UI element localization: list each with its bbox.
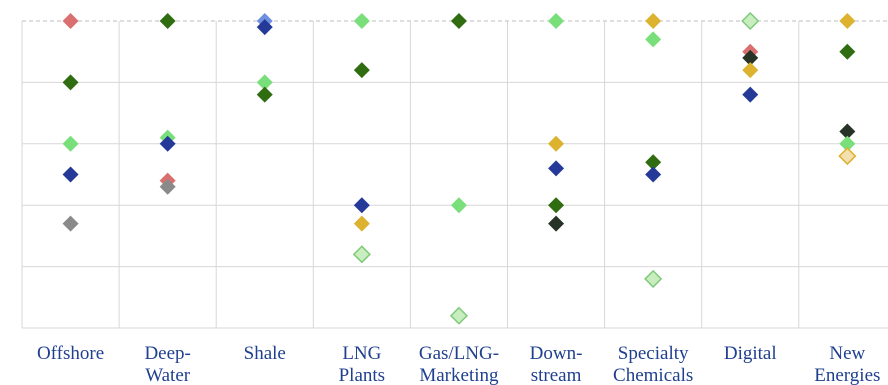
labels-layer: Offshore Deep-Water Shale LNG Plants Gas/LNG-…	[37, 343, 880, 385]
data-point-diamond	[353, 215, 370, 232]
data-point-diamond	[62, 166, 79, 183]
category-label-line: stream	[531, 365, 582, 385]
data-point-diamond	[645, 31, 662, 48]
data-point-diamond	[548, 160, 565, 177]
data-point-diamond	[450, 197, 467, 214]
data-point-diamond	[839, 123, 856, 140]
data-point-diamond	[548, 197, 565, 214]
data-point-diamond	[62, 13, 79, 29]
data-point-diamond	[644, 269, 663, 288]
data-point-diamond	[548, 215, 565, 232]
data-point-diamond	[62, 74, 79, 91]
category-label-line: Specialty	[618, 343, 689, 364]
data-point-diamond	[645, 13, 662, 29]
data-point-diamond	[353, 197, 370, 214]
category-label-line: Offshore	[37, 343, 104, 364]
category-label-line: LNG	[342, 343, 381, 364]
category-label: New Energies	[814, 343, 880, 385]
data-point-diamond	[645, 154, 662, 171]
category-label-line: Chemicals	[613, 365, 693, 385]
data-point-diamond	[159, 178, 176, 195]
data-point-diamond	[256, 19, 273, 36]
category-label: Offshore	[37, 343, 104, 364]
data-point-diamond	[256, 74, 273, 91]
data-point-diamond	[742, 86, 759, 103]
category-label-line: Deep-	[144, 343, 190, 364]
data-point-diamond	[159, 135, 176, 152]
data-point-diamond	[548, 13, 565, 29]
category-label-line: Plants	[339, 365, 385, 385]
data-point-diamond	[449, 306, 469, 325]
data-point-diamond	[645, 166, 662, 183]
category-label-line: Water	[145, 365, 191, 385]
category-label: Down-stream	[530, 343, 583, 385]
category-label-line: Gas/LNG-	[419, 343, 499, 364]
data-point-diamond	[352, 245, 371, 264]
category-label: Gas/LNG-Marketing	[419, 343, 499, 385]
points-layer	[62, 11, 857, 325]
data-point-diamond	[159, 13, 176, 29]
data-point-diamond	[838, 147, 857, 166]
category-label: Shale	[244, 343, 286, 364]
category-label-line: Energies	[814, 365, 880, 385]
data-point-diamond	[353, 13, 370, 29]
data-point-diamond	[839, 135, 856, 152]
category-label-line: Digital	[724, 343, 777, 364]
data-point-diamond	[256, 86, 273, 103]
data-point-diamond	[741, 11, 760, 31]
category-label: Specialty Chemicals	[613, 343, 693, 385]
grid-layer	[21, 20, 888, 329]
category-label-line: New	[829, 343, 865, 364]
data-point-diamond	[742, 62, 759, 79]
category-label: LNG Plants	[339, 343, 385, 385]
data-point-diamond	[742, 49, 759, 66]
data-point-diamond	[839, 13, 856, 29]
data-point-diamond	[839, 43, 856, 60]
data-point-diamond	[450, 13, 467, 29]
category-label: Digital	[724, 343, 777, 364]
data-point-diamond	[62, 215, 79, 232]
data-point-diamond	[62, 135, 79, 152]
category-label: Deep-Water	[144, 343, 190, 385]
category-label-line: Down-	[530, 343, 583, 364]
category-label-line: Marketing	[419, 365, 499, 385]
category-label-line: Shale	[244, 343, 286, 364]
data-point-diamond	[353, 62, 370, 79]
data-point-diamond	[548, 135, 565, 152]
